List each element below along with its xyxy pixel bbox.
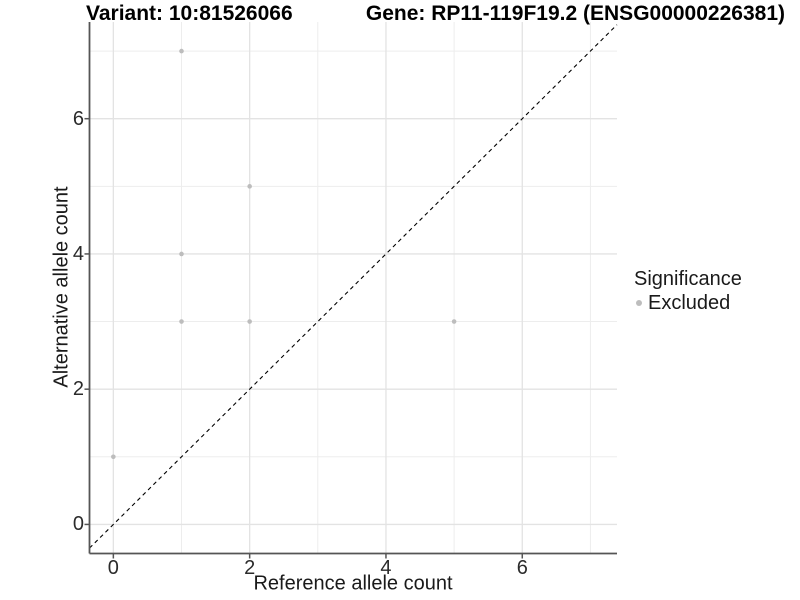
legend-key-dot-icon [636, 300, 642, 306]
data-point [247, 319, 252, 324]
plot-title-gene: Gene: RP11-119F19.2 (ENSG00000226381) [365, 2, 785, 25]
plot-title-variant: Variant: 10:81526066 [86, 2, 293, 25]
data-point [111, 454, 116, 460]
data-point [451, 319, 457, 324]
x-axis-title: Reference allele count [253, 572, 453, 595]
x-tick-label: 4 [380, 557, 392, 579]
y-axis-title: Alternative allele count [50, 186, 73, 388]
data-point [247, 184, 252, 189]
y-tick-label: 0 [72, 513, 84, 536]
data-point [179, 48, 184, 54]
legend: Significance Excluded [634, 267, 742, 314]
legend-title: Significance [634, 268, 742, 290]
y-tick-label: 6 [72, 107, 84, 130]
identity-dashed-line [89, 24, 618, 549]
x-tick-label: 0 [107, 557, 119, 579]
data-point [179, 251, 184, 257]
data-point [179, 319, 184, 324]
y-tick-label: 4 [72, 242, 84, 265]
legend-item-label: Excluded [648, 292, 731, 314]
x-tick-label: 2 [244, 557, 256, 579]
y-tick-label: 2 [72, 378, 84, 401]
x-tick-label: 6 [516, 557, 528, 579]
legend-item-excluded: Excluded [634, 292, 742, 314]
